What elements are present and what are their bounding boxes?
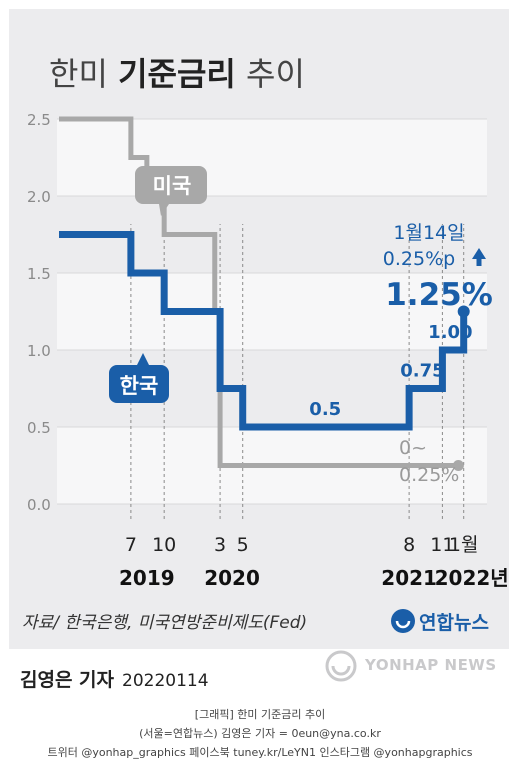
- us-end-label-line1: 0~: [399, 437, 427, 459]
- x-tick-label: 5: [237, 534, 249, 556]
- source-text: 자료/ 한국은행, 미국연방준비제도(Fed): [22, 613, 307, 633]
- annotation-change: 0.25%p: [383, 248, 455, 270]
- us-callout-bubble: [135, 166, 207, 216]
- yonhap-logo: 연합뉴스: [391, 609, 489, 634]
- grid-band: [57, 273, 487, 350]
- chart-svg: 0.0 0.5 1.0 1.5 2.0 2.5 0~ 0.25% 0.5 0.75 1.00 1월…: [22, 55, 509, 634]
- x-tick-label: 8: [403, 534, 415, 556]
- title-part-a: 한미: [49, 55, 108, 93]
- y-tick-label: 0.5: [27, 419, 51, 437]
- date-code: 20220114: [122, 671, 209, 691]
- y-tick-label: 2.5: [27, 111, 51, 129]
- korea-end-dot: [457, 305, 470, 318]
- us-end-dot: [452, 460, 464, 471]
- logo-text: 연합뉴스: [419, 612, 489, 634]
- y-tick-label: 0.0: [27, 496, 51, 514]
- year-label: 2022년: [435, 566, 509, 590]
- meta-line-3: 트위터 @yonhap_graphics 페이스북 tuney.kr/LeYN1…: [47, 746, 473, 759]
- annotation-value: 1.25%: [385, 277, 493, 313]
- meta-line-2: (서울=연합뉴스) 김영은 기자 = 0eun@yna.co.kr: [139, 727, 381, 740]
- korea-value-label: 0.75: [400, 361, 444, 382]
- title-part-b: 추이: [246, 55, 305, 93]
- up-arrow-stem-icon: [476, 258, 482, 266]
- chart-title: 한미 기준금리 추이: [49, 55, 305, 93]
- us-end-label-line2: 0.25%: [399, 464, 459, 486]
- year-label: 2021: [381, 566, 437, 590]
- korea-callout-bubble: [109, 353, 169, 403]
- y-tick-label: 2.0: [27, 188, 51, 206]
- x-tick-label: 7: [125, 534, 137, 556]
- y-tick-label: 1.0: [27, 342, 51, 360]
- chart-card: 0.0 0.5 1.0 1.5 2.0 2.5 0~ 0.25% 0.5 0.75 1.00 1월…: [9, 9, 509, 649]
- annotation-date: 1월14일: [393, 222, 464, 244]
- x-tick-label: 1월: [449, 534, 479, 556]
- us-callout-label: 미국: [153, 174, 192, 198]
- grid-band: [57, 119, 487, 196]
- korea-callout-label: 한국: [120, 374, 159, 398]
- reporter-name: 김영은 기자: [20, 669, 115, 691]
- reporter-line: 김영은 기자 20220114: [20, 665, 209, 692]
- year-label: 2020: [204, 566, 260, 590]
- korea-rate-line: [59, 231, 468, 431]
- watermark-text: YONHAP NEWS: [365, 656, 497, 674]
- y-tick-label: 1.5: [27, 265, 51, 283]
- x-tick-label: 10: [152, 534, 176, 556]
- year-label: 2019: [119, 566, 175, 590]
- footer: [0, 649, 520, 770]
- up-arrow-icon: [472, 248, 486, 259]
- watermark-logo-icon: [325, 650, 357, 682]
- korea-value-label: 0.5: [309, 399, 341, 420]
- x-tick-label: 11: [430, 534, 454, 556]
- meta-line-1: [그래픽] 한미 기준금리 추이: [194, 708, 326, 721]
- title-part-bold: 기준금리: [118, 55, 236, 93]
- korea-value-label: 1.00: [428, 322, 472, 343]
- x-tick-label: 3: [214, 534, 226, 556]
